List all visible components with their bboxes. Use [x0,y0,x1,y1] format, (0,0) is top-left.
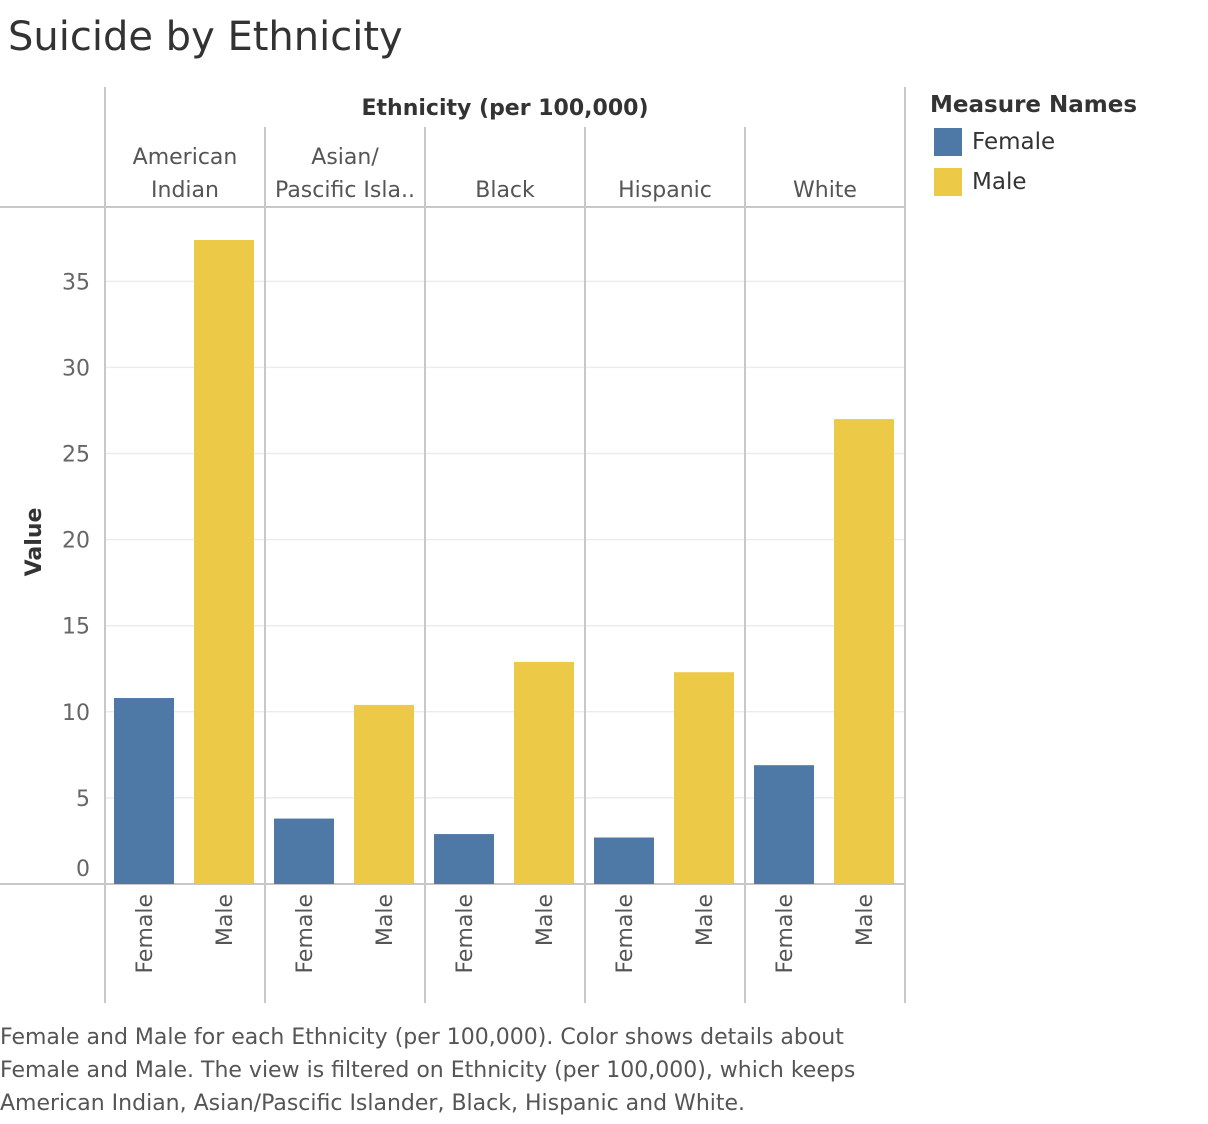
y-tick-20: 20 [62,529,90,554]
legend-label-female: Female [972,129,1056,155]
y-tick-10: 10 [62,701,90,726]
y-axis-label: Value [22,508,47,577]
bar-male-3 [674,672,734,884]
bar-female-0 [114,698,174,884]
group-label-2-0: Black [475,178,535,203]
y-tick-25: 25 [62,443,90,468]
bar-label-0-female: Female [133,894,158,974]
legend-swatch-female [934,128,962,156]
bar-label-0-male: Male [213,894,238,946]
bar-label-4-female: Female [773,894,798,974]
group-label-3-0: Hispanic [618,178,712,203]
group-label-1-0: Asian/ [311,145,379,170]
bar-label-1-female: Female [293,894,318,974]
y-tick-15: 15 [62,615,90,640]
bar-label-2-male: Male [533,894,558,946]
bar-female-4 [754,765,814,884]
chart-title: Suicide by Ethnicity [8,14,403,60]
bar-label-2-female: Female [453,894,478,974]
legend-swatch-male [934,168,962,196]
group-label-4-0: White [793,178,857,203]
bar-male-2 [514,661,574,884]
y-tick-5: 5 [76,787,90,812]
bar-female-1 [274,818,334,884]
legend-label-male: Male [972,169,1027,195]
bar-label-3-male: Male [693,894,718,946]
bar-female-3 [594,837,654,884]
bar-label-4-male: Male [853,894,878,946]
legend-item-male[interactable]: Male [930,162,1137,202]
group-label-0-1: Indian [151,178,219,203]
bar-female-2 [434,834,494,884]
y-tick-0: 0 [76,857,90,882]
legend: Measure Names Female Male [930,92,1137,202]
bar-male-0 [194,240,254,884]
column-header: Ethnicity (per 100,000) [362,96,649,121]
y-tick-35: 35 [62,270,90,295]
bar-male-1 [354,704,414,884]
legend-title: Measure Names [930,92,1138,118]
bar-male-4 [834,419,894,884]
group-label-0-0: American [133,145,238,170]
chart-caption: Female and Male for each Ethnicity (per … [0,1025,856,1116]
group-label-1-1: Pascific Isla.. [275,178,415,203]
bar-label-1-male: Male [373,894,398,946]
y-tick-30: 30 [62,356,90,381]
bar-chart: Ethnicity (per 100,000) American Indian Asi… [0,87,906,1003]
legend-item-female[interactable]: Female [930,122,1137,162]
bar-label-3-female: Female [613,894,638,974]
